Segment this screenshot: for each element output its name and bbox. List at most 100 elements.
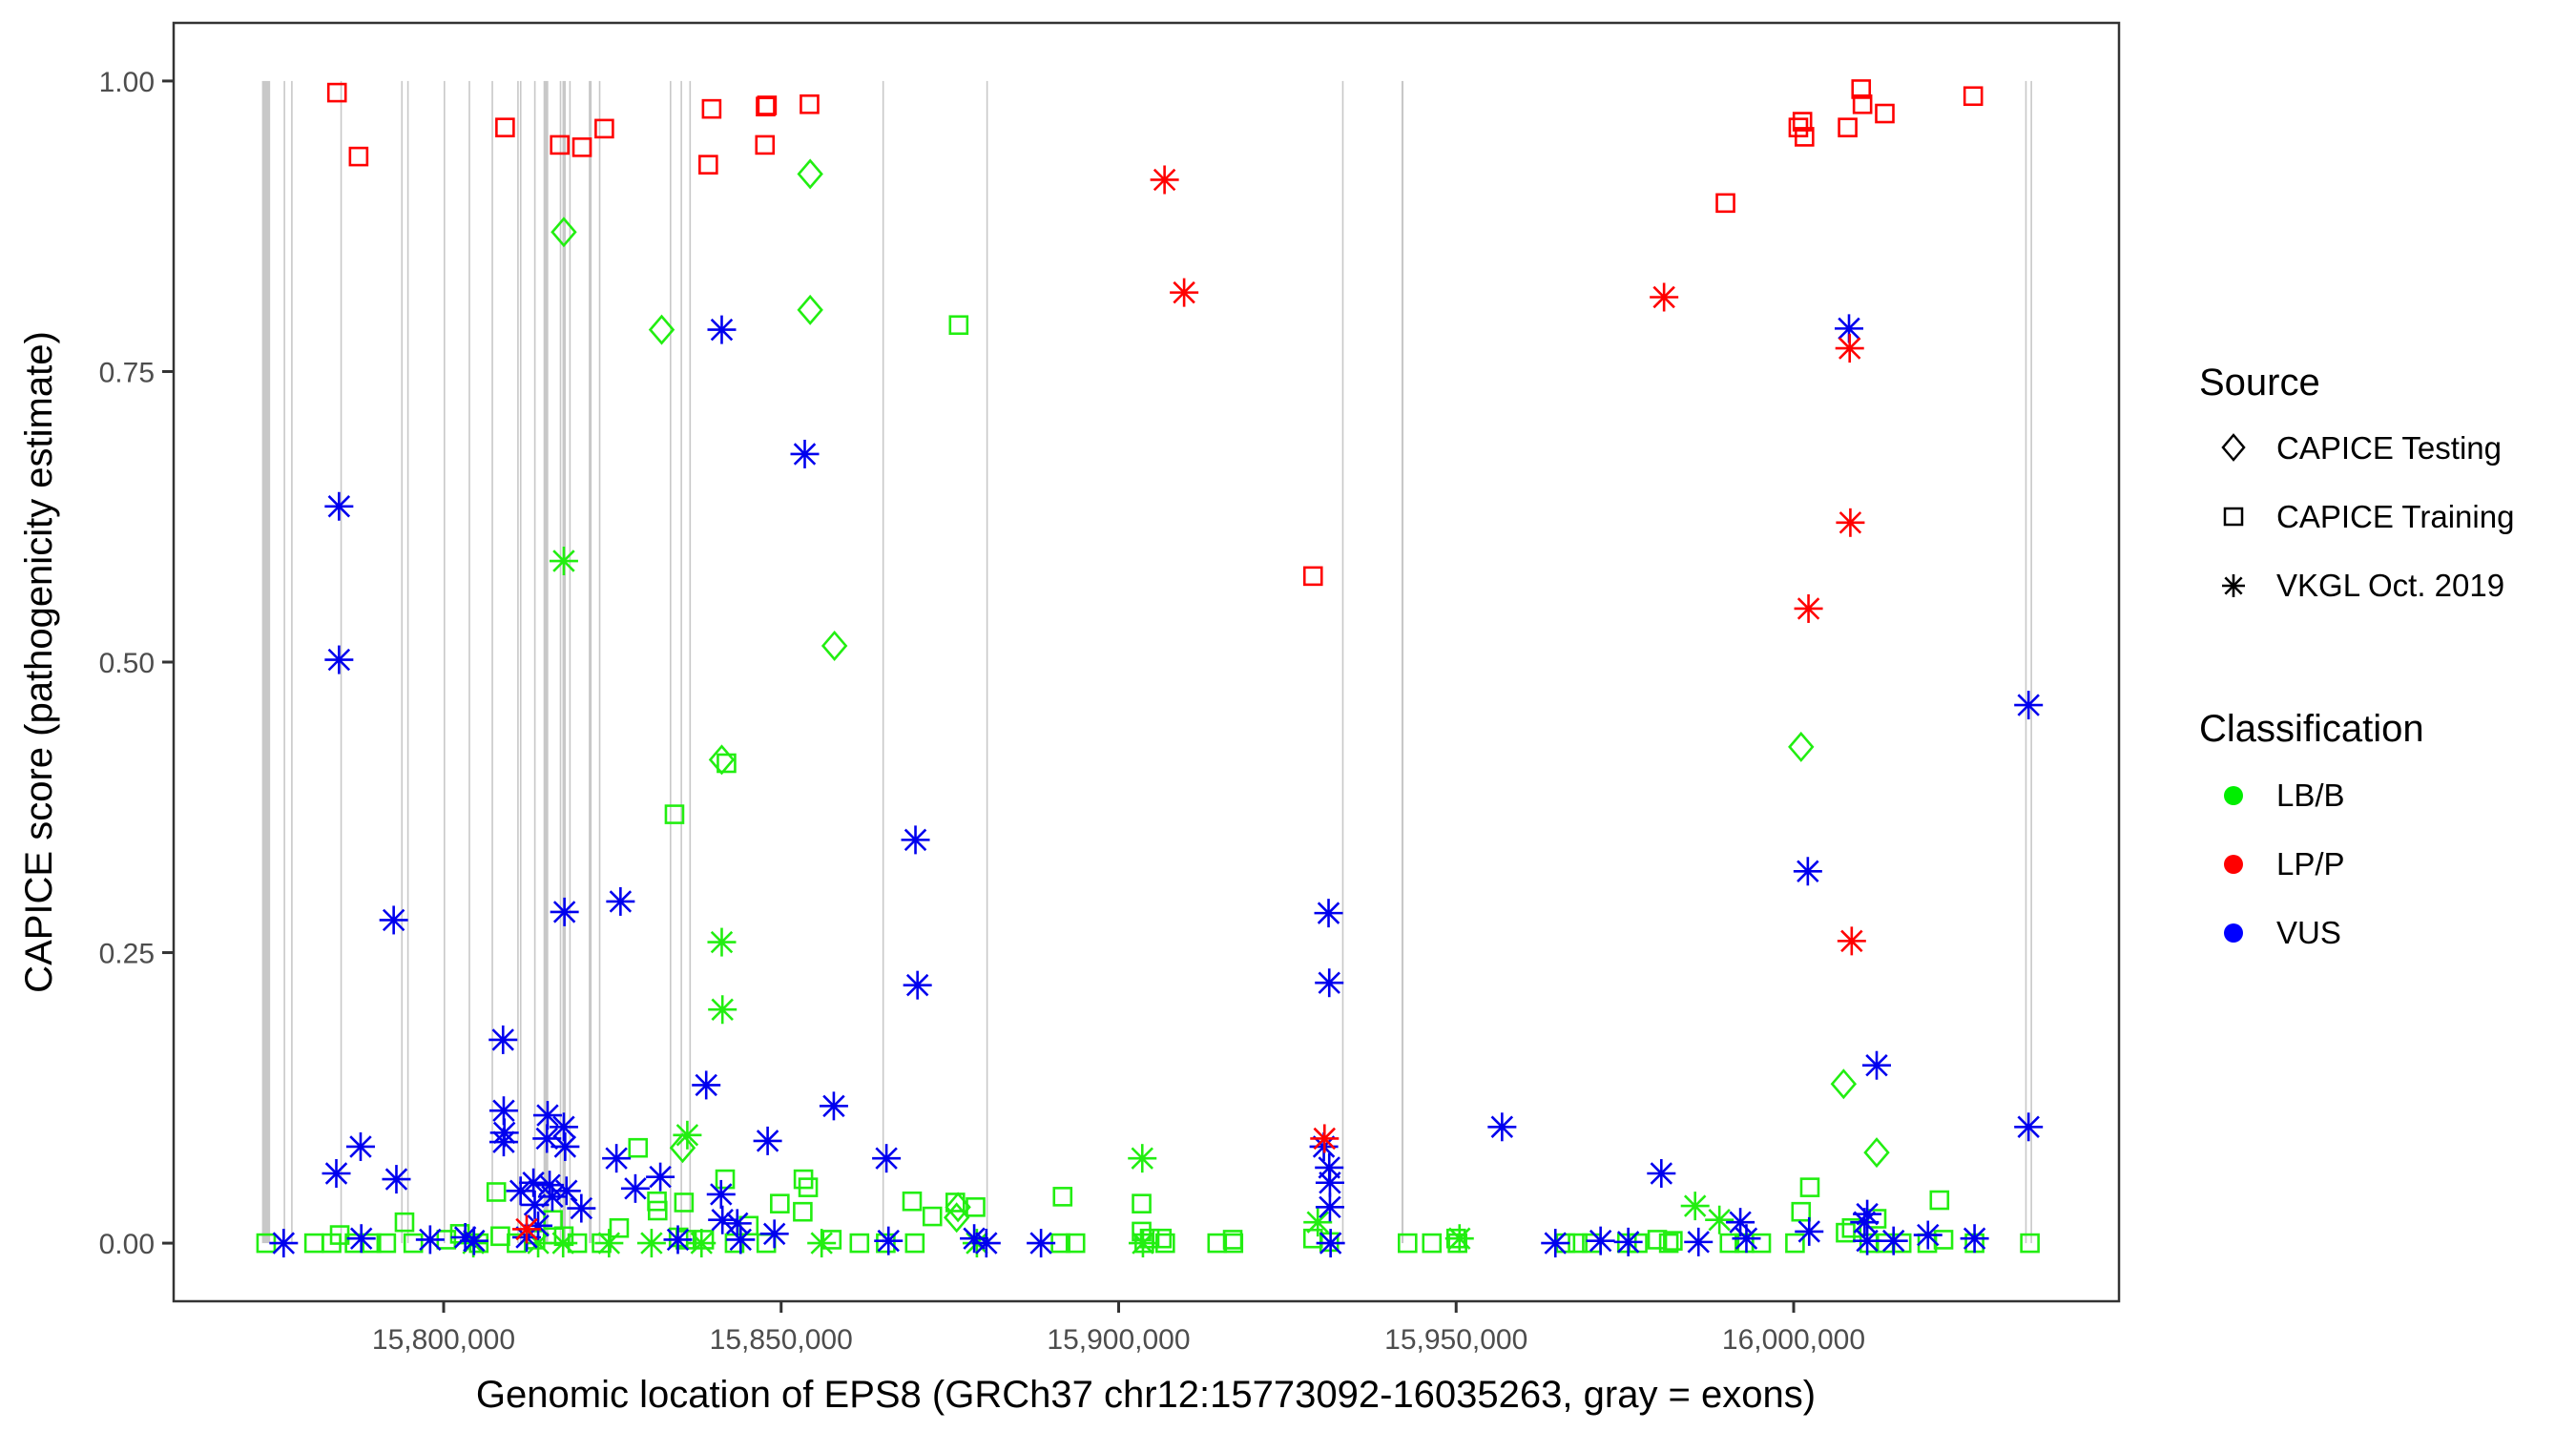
data-point-training	[1795, 127, 1815, 147]
data-point-testing	[669, 1132, 696, 1164]
blue-dot-icon	[2224, 923, 2243, 943]
data-point-vkgl	[382, 1165, 411, 1194]
data-point-training	[849, 1233, 870, 1254]
data-point-training	[1065, 1233, 1086, 1254]
legend-label: LB/B	[2276, 778, 2345, 813]
data-point-training	[1152, 1228, 1173, 1249]
data-point-vkgl	[1705, 1205, 1735, 1234]
data-point-vkgl	[1793, 857, 1822, 886]
green-dot-icon	[2224, 786, 2243, 805]
data-point-training	[876, 1233, 896, 1254]
data-point-vkgl	[874, 1226, 904, 1255]
data-point-testing	[648, 314, 675, 345]
legend-item-vkgl: VKGL Oct. 2019	[2222, 568, 2504, 603]
data-point-vkgl	[1315, 968, 1344, 998]
data-point-vkgl	[346, 1224, 376, 1254]
data-point-training	[1792, 112, 1813, 132]
data-point-testing	[797, 294, 823, 325]
data-point-training	[394, 1212, 415, 1233]
exon-line	[2030, 80, 2032, 1244]
data-point-vkgl	[722, 1209, 752, 1238]
data-point-training	[793, 1201, 813, 1222]
exon-line	[491, 80, 493, 1244]
data-point-training	[715, 1169, 736, 1190]
data-point-training	[821, 1230, 842, 1250]
data-point-training	[1139, 1228, 1160, 1249]
legend-item-capice-training: CAPICE Training	[2223, 499, 2514, 534]
data-point-vkgl	[1680, 1192, 1710, 1221]
legend-source-title: Source	[2199, 362, 2320, 404]
data-point-training	[717, 753, 737, 774]
data-point-vkgl	[549, 1112, 578, 1142]
data-point-training	[1658, 1233, 1679, 1254]
data-point-vkgl	[602, 1144, 632, 1173]
data-point-vkgl	[620, 1173, 650, 1203]
diamond-icon	[2221, 433, 2246, 462]
data-point-vkgl	[1850, 1208, 1880, 1237]
data-point-training	[902, 1191, 923, 1212]
data-point-training	[486, 1182, 507, 1202]
data-point-training	[1791, 1201, 1812, 1222]
data-point-vkgl	[551, 1176, 581, 1206]
data-point-vkgl	[1487, 1112, 1517, 1142]
data-point-training	[1223, 1233, 1244, 1254]
x-tick-label: 15,900,000	[1047, 1324, 1190, 1356]
data-point-vkgl	[1027, 1229, 1056, 1258]
data-point-training	[701, 98, 722, 119]
data-point-vkgl	[1314, 899, 1343, 928]
y-tick-label: 0.00	[99, 1229, 155, 1260]
data-point-vkgl	[707, 927, 737, 957]
data-point-vkgl	[1303, 1208, 1333, 1237]
data-point-vkgl	[807, 1229, 837, 1258]
data-point-vkgl	[1853, 1199, 1882, 1229]
exon-line	[689, 80, 692, 1244]
data-point-vkgl	[450, 1223, 480, 1252]
data-point-vkgl	[488, 1025, 518, 1054]
data-point-training	[594, 118, 614, 139]
data-point-testing	[945, 1192, 971, 1223]
legend-source: Source CAPICE Testing CAPICE Training VK…	[2199, 362, 2514, 603]
data-point-training	[698, 155, 718, 175]
data-point-training	[1799, 1177, 1820, 1197]
data-point-training	[798, 1177, 819, 1197]
data-point-training	[2020, 1233, 2040, 1254]
data-point-training	[1852, 93, 1873, 114]
exon-line	[533, 80, 536, 1244]
data-point-vkgl	[1862, 1050, 1892, 1080]
data-point-vkgl	[819, 1091, 848, 1121]
legend-label: LP/P	[2276, 846, 2345, 881]
data-point-vkgl	[692, 1070, 721, 1100]
data-point-training	[1836, 1222, 1856, 1243]
data-point-training	[1719, 1233, 1740, 1254]
exon-line	[543, 80, 549, 1244]
data-point-vkgl	[524, 1211, 553, 1240]
y-axis-title: CAPICE score (pathogenicity estimate)	[18, 331, 60, 993]
data-point-vkgl	[567, 1193, 596, 1223]
data-point-vkgl	[1913, 1220, 1942, 1250]
data-point-vkgl	[1732, 1224, 1761, 1254]
data-point-vkgl	[488, 1128, 518, 1157]
data-point-vkgl	[1316, 1229, 1345, 1258]
legend-classification-title: Classification	[2199, 708, 2424, 750]
data-point-vkgl	[551, 1131, 580, 1161]
data-point-training	[1663, 1231, 1683, 1251]
data-point-vkgl	[512, 1214, 542, 1244]
legend-label: CAPICE Training	[2276, 499, 2514, 534]
data-point-testing	[1863, 1137, 1890, 1169]
y-tick-label: 0.50	[99, 648, 155, 679]
data-point-vkgl	[1150, 165, 1179, 195]
exon-line	[291, 80, 293, 1244]
data-point-training	[1933, 1230, 1954, 1250]
data-point-training	[628, 1137, 649, 1158]
data-point-training	[966, 1197, 986, 1217]
data-point-vkgl	[1586, 1226, 1615, 1255]
data-point-vkgl	[379, 905, 408, 935]
data-point-training	[348, 146, 369, 167]
legend-classification: Classification LB/B LP/P VUS	[2199, 708, 2424, 950]
data-point-training	[1785, 1233, 1805, 1254]
data-point-vkgl	[549, 1229, 578, 1258]
data-point-vkgl	[1170, 278, 1199, 307]
data-point-vkgl	[1444, 1224, 1474, 1254]
data-point-vkgl	[1310, 1124, 1340, 1153]
y-tick-label: 0.25	[99, 939, 155, 970]
